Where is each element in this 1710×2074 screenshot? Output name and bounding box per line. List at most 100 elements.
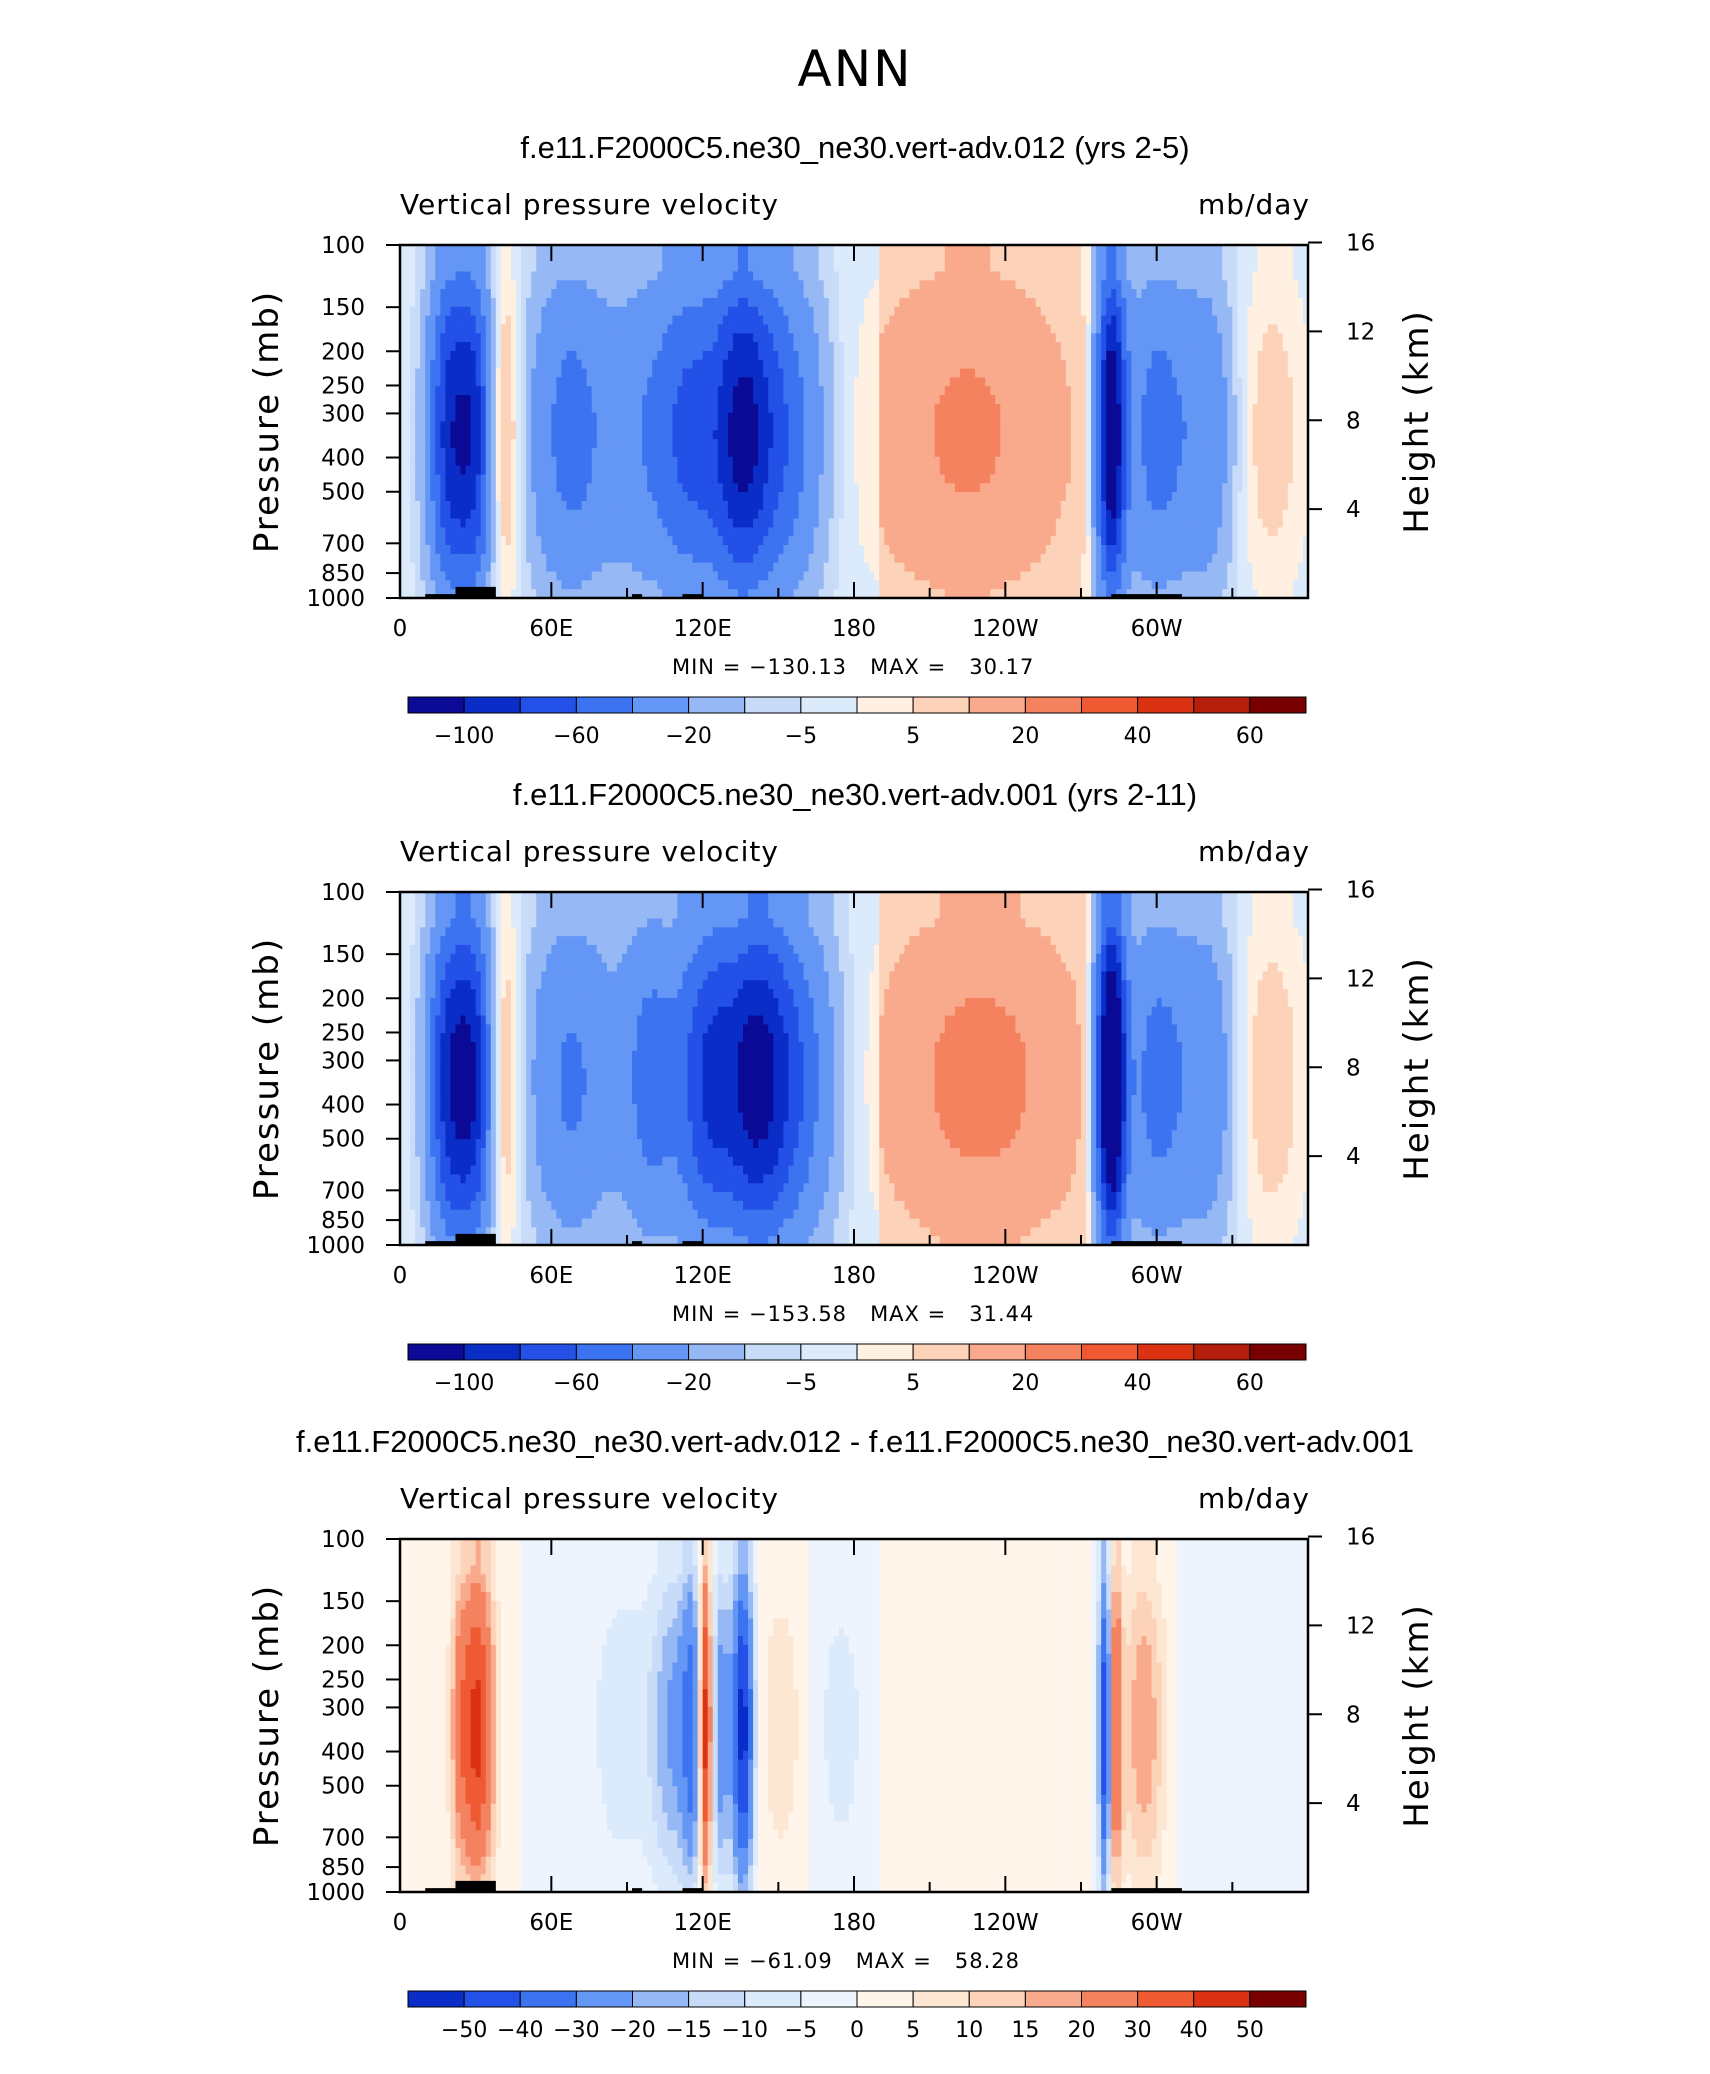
contour-cell [486,527,492,536]
contour-cell [466,422,472,431]
contour-cell [607,492,613,501]
contour-cell [466,333,472,342]
contour-cell [506,422,512,431]
contour-cell [652,271,658,280]
contour-cell [667,316,673,325]
contour-cell [491,519,497,528]
contour-cell [471,369,477,378]
contour-cell [647,572,653,581]
contour-cell [647,536,653,545]
contour-cell [471,554,477,563]
contour-cell [430,298,436,307]
contour-cell [622,395,628,404]
contour-cell [425,342,431,351]
contour-cell [410,263,416,272]
contour-cell [486,342,492,351]
contour-cell [455,554,461,563]
contour-cell [566,527,572,536]
contour-cell [607,448,613,457]
contour-cell [455,298,461,307]
contour-cell [425,395,431,404]
contour-cell [491,307,497,316]
contour-cell [435,527,441,536]
contour-cell [667,448,673,457]
contour-cell [556,474,562,483]
contour-cell [511,280,517,289]
contour-cell [496,324,502,333]
contour-cell [607,351,613,360]
contour-cell [657,572,663,581]
contour-cell [516,342,522,351]
contour-cell [410,289,416,298]
contour-cell [587,245,593,254]
contour-cell [481,572,487,581]
contour-cell [642,298,648,307]
contour-cell [662,386,668,395]
contour-cell [572,483,578,492]
contour-cell [455,527,461,536]
contour-cell [657,510,663,519]
contour-cell [486,448,492,457]
contour-cell [410,501,416,510]
contour-cell [546,474,552,483]
contour-cell [592,342,598,351]
contour-cell [577,316,583,325]
contour-cell [566,316,572,325]
contour-cell [657,430,663,439]
contour-cell [501,527,507,536]
contour-cell [556,245,562,254]
contour-cell [420,536,426,545]
contour-cell [622,351,628,360]
contour-cell [501,263,507,272]
contour-cell [516,245,522,254]
contour-cell [541,351,547,360]
contour-cell [491,271,497,280]
contour-cell [536,298,542,307]
contour-cell [647,298,653,307]
contour-cell [572,298,578,307]
contour-cell [455,254,461,263]
contour-cell [536,413,542,422]
contour-cell [652,307,658,316]
contour-cell [410,245,416,254]
contour-cell [622,474,628,483]
contour-cell [556,572,562,581]
contour-cell [667,360,673,369]
contour-cell [430,554,436,563]
contour-cell [637,342,643,351]
contour-cell [566,413,572,422]
contour-cell [471,289,477,298]
contour-cell [415,369,421,378]
contour-cell [642,254,648,263]
contour-cell [440,404,446,413]
contour-cell [496,580,502,589]
contour-cell [420,430,426,439]
contour-cell [430,580,436,589]
contour-cell [612,307,618,316]
contour-cell [521,263,527,272]
contour-cell [627,439,633,448]
contour-cell [652,351,658,360]
contour-cell [642,395,648,404]
contour-cell [466,554,472,563]
contour-cell [450,563,456,572]
contour-cell [476,422,482,431]
contour-cell [582,404,588,413]
contour-cell [566,351,572,360]
contour-cell [572,263,578,272]
contour-cell [612,563,618,572]
contour-cell [501,395,507,404]
contour-cell [546,271,552,280]
contour-cell [612,457,618,466]
contour-cell [450,519,456,528]
contour-cell [466,271,472,280]
contour-cell [536,563,542,572]
contour-cell [410,404,416,413]
contour-cell [481,474,487,483]
contour-cell [405,307,411,316]
contour-cell [632,404,638,413]
contour-cell [531,430,537,439]
contour-cell [481,333,487,342]
contour-cell [647,324,653,333]
contour-cell [541,510,547,519]
